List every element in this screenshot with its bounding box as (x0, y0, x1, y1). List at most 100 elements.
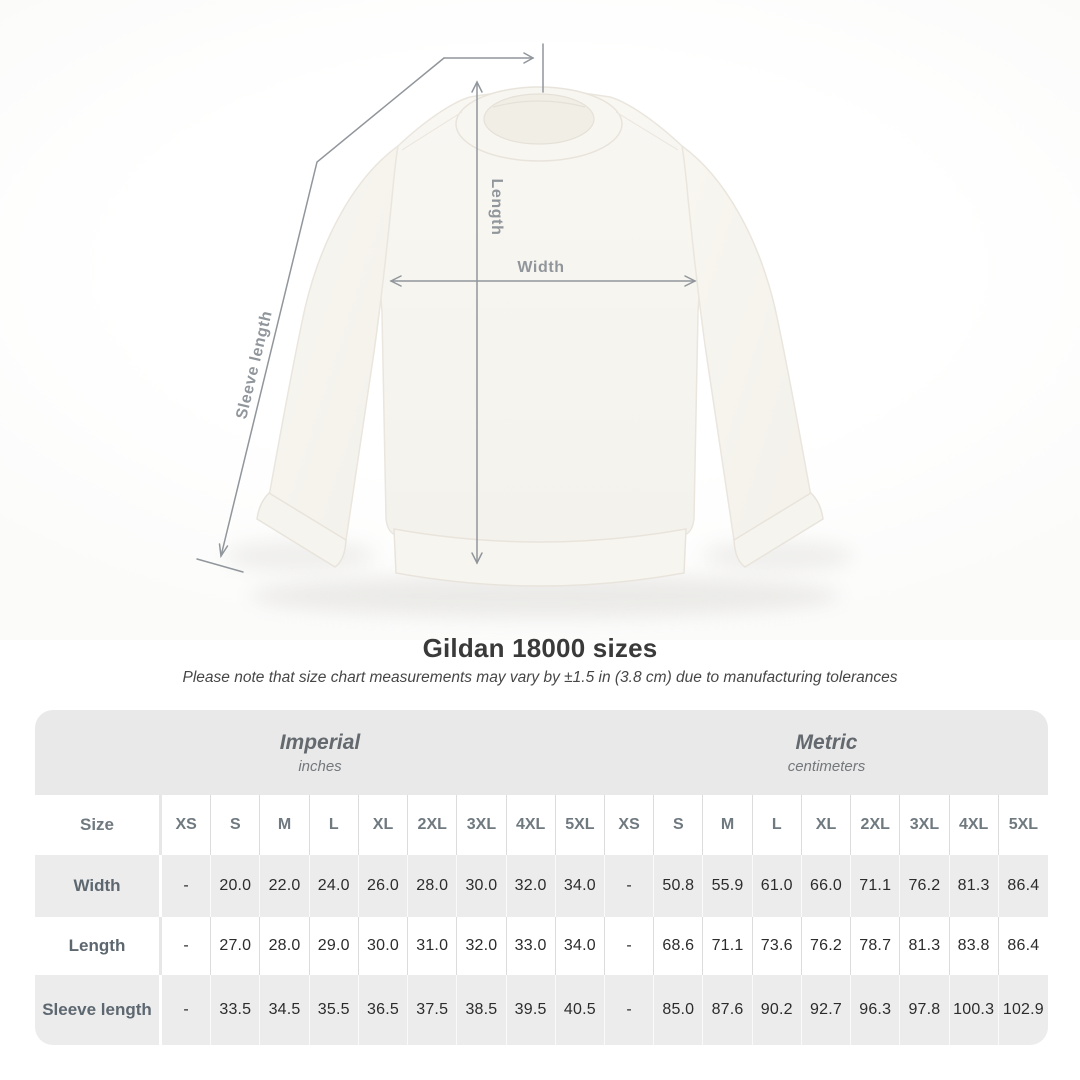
size-col-header: S (211, 795, 261, 855)
table-cell: 50.8 (654, 855, 704, 917)
unit-group-metric-sublabel: centimeters (787, 758, 866, 776)
table-cell: 86.4 (998, 917, 1048, 975)
sleeve-arrowhead (218, 543, 229, 559)
size-col-header: 2XL (408, 795, 458, 855)
length-label: Length (488, 179, 505, 236)
table-cell: 20.0 (211, 855, 261, 917)
table-cell: 92.7 (801, 975, 852, 1045)
table-cell: 71.1 (851, 855, 901, 917)
table-cell: 34.5 (260, 975, 310, 1045)
length-top-arrowhead (471, 80, 483, 93)
table-cell: 85.0 (654, 975, 704, 1045)
table-cell: 86.4 (998, 855, 1048, 917)
table-cell: 33.5 (211, 975, 261, 1045)
table-cell: 22.0 (260, 855, 310, 917)
table-cell: - (604, 975, 655, 1045)
unit-group-metric-title: Metric (795, 730, 858, 754)
table-cell: 96.3 (851, 975, 901, 1045)
table-cell: 32.0 (506, 855, 556, 917)
size-col-header: 4XL (506, 795, 556, 855)
table-cell: 73.6 (752, 917, 802, 975)
right-cuff (733, 492, 824, 568)
sleeve-length-line (220, 57, 445, 557)
table-cell: - (604, 917, 655, 975)
size-col-header: 4XL (949, 795, 999, 855)
table-cell: 27.0 (211, 917, 261, 975)
table-cell: - (604, 855, 655, 917)
width-left-arrowhead (389, 275, 402, 287)
table-cell: 30.0 (358, 917, 409, 975)
sweatshirt-graphic (256, 86, 824, 587)
table-cell: 33.0 (506, 917, 556, 975)
size-header-label: Size (35, 795, 162, 855)
table-cell: 68.6 (654, 917, 704, 975)
size-col-header: 3XL (457, 795, 507, 855)
size-col-header: XS (162, 795, 212, 855)
table-cell: 90.2 (752, 975, 802, 1045)
size-col-header: 3XL (900, 795, 950, 855)
size-chart-section: Imperial inches Metric centimeters Size X… (35, 710, 1048, 1045)
table-cell: 37.5 (408, 975, 458, 1045)
table-cell: 34.0 (555, 855, 605, 917)
table-cell: 29.0 (309, 917, 359, 975)
table-cell: 28.0 (408, 855, 458, 917)
sleeve-length-label: Sleeve length (233, 309, 275, 421)
table-cell: 81.3 (949, 855, 999, 917)
table-cell: 30.0 (457, 855, 507, 917)
table-cell: 28.0 (260, 917, 310, 975)
table-cell: - (162, 975, 212, 1045)
unit-group-metric: Metric centimeters (604, 710, 1048, 795)
size-col-header: XL (801, 795, 852, 855)
unit-group-imperial: Imperial inches (35, 710, 605, 795)
table-cell: 55.9 (703, 855, 753, 917)
left-cuff (256, 492, 347, 568)
table-cell: 76.2 (801, 917, 852, 975)
table-cell: 61.0 (752, 855, 802, 917)
table-cell: 71.1 (703, 917, 753, 975)
width-right-arrowhead (684, 275, 697, 287)
sweatshirt-illustration: Width Length Sleeve length (196, 43, 853, 618)
table-cell: 78.7 (851, 917, 901, 975)
table-cell: 26.0 (358, 855, 409, 917)
unit-group-imperial-title: Imperial (279, 730, 361, 754)
row-label: Width (35, 855, 162, 917)
row-label: Sleeve length (35, 975, 162, 1045)
tolerance-note: Please note that size chart measurements… (182, 669, 898, 686)
size-col-header: S (654, 795, 704, 855)
size-col-header: XS (604, 795, 655, 855)
table-cell: 24.0 (309, 855, 359, 917)
row-label: Length (35, 917, 162, 975)
table-cell: 102.9 (998, 975, 1048, 1045)
table-cell: 35.5 (309, 975, 359, 1045)
table-cell: 40.5 (555, 975, 605, 1045)
page-title: Gildan 18000 sizes (422, 633, 658, 663)
collar-inner (483, 93, 595, 145)
size-col-header: 5XL (555, 795, 605, 855)
unit-group-imperial-sublabel: inches (298, 758, 342, 776)
size-col-header: M (703, 795, 753, 855)
table-cell: 87.6 (703, 975, 753, 1045)
table-cell: 81.3 (900, 917, 950, 975)
size-col-header: 2XL (851, 795, 901, 855)
table-cell: 36.5 (358, 975, 409, 1045)
table-cell: 32.0 (457, 917, 507, 975)
table-cell: 38.5 (457, 975, 507, 1045)
table-cell: 31.0 (408, 917, 458, 975)
measurement-annotations (196, 43, 697, 573)
table-cell: - (162, 917, 212, 975)
width-label: Width (517, 259, 564, 276)
table-cell: - (162, 855, 212, 917)
table-cell: 76.2 (900, 855, 950, 917)
size-col-header: L (752, 795, 802, 855)
sleeve-end-tick (196, 558, 244, 573)
table-cell: 34.0 (555, 917, 605, 975)
product-diagram: Width Length Sleeve length (0, 0, 1080, 640)
size-col-header: L (309, 795, 359, 855)
table-cell: 83.8 (949, 917, 999, 975)
size-col-header: XL (358, 795, 409, 855)
table-cell: 100.3 (949, 975, 999, 1045)
size-col-header: M (260, 795, 310, 855)
table-cell: 66.0 (801, 855, 852, 917)
length-bottom-arrowhead (471, 552, 483, 565)
table-cell: 39.5 (506, 975, 556, 1045)
